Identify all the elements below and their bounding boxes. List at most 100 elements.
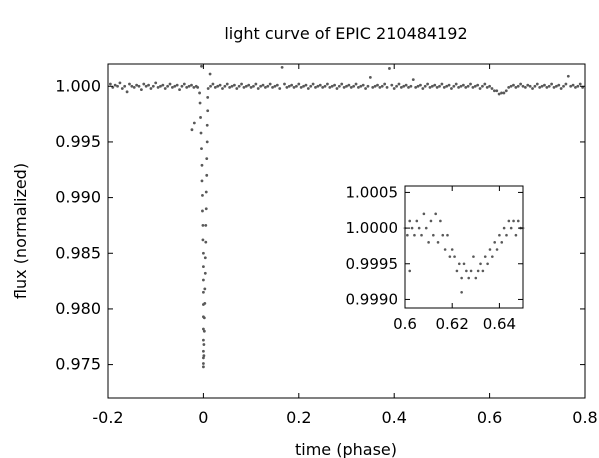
data-point <box>459 84 463 88</box>
data-point <box>421 87 425 90</box>
data-point <box>404 83 408 87</box>
data-point <box>216 84 220 88</box>
data-point <box>519 82 523 86</box>
data-point <box>466 84 470 88</box>
data-point <box>203 271 207 275</box>
data-point <box>264 85 267 89</box>
inset-data-point <box>406 233 409 237</box>
inset-data-point <box>465 269 468 273</box>
data-point <box>337 84 341 88</box>
data-point <box>202 251 205 255</box>
data-point <box>454 82 458 86</box>
data-point <box>495 89 499 93</box>
y-tick-label: 0.975 <box>55 355 101 374</box>
data-point <box>149 87 153 90</box>
inset-data-point <box>495 248 499 251</box>
data-point <box>438 84 441 88</box>
data-point <box>233 83 236 87</box>
data-point <box>435 85 439 89</box>
data-point <box>142 82 146 86</box>
data-point <box>147 83 150 87</box>
data-point <box>352 84 356 88</box>
data-point <box>531 87 534 90</box>
data-point <box>271 85 274 89</box>
data-point <box>471 85 475 89</box>
y-tick-label: 0.990 <box>55 188 101 207</box>
data-point <box>213 85 217 89</box>
data-point <box>314 85 317 89</box>
data-point <box>125 90 129 94</box>
data-point <box>485 85 489 89</box>
data-point <box>206 96 210 99</box>
data-point <box>199 116 202 119</box>
data-point <box>290 83 294 87</box>
inset-data-point <box>460 291 463 294</box>
inset-y-tick-label: 0.9990 <box>346 290 399 308</box>
inset-data-point <box>502 226 506 230</box>
data-point <box>275 83 279 87</box>
data-point <box>335 87 339 90</box>
data-point <box>108 82 112 86</box>
data-point <box>144 84 148 88</box>
data-point <box>166 84 170 88</box>
inset-y-tick-label: 1.0000 <box>346 219 399 237</box>
data-point <box>201 238 205 242</box>
data-point <box>574 85 577 89</box>
inset-data-point <box>516 219 520 223</box>
inset-data-point <box>500 241 504 244</box>
data-point <box>254 82 258 86</box>
data-point <box>461 83 465 87</box>
inset-data-point <box>505 233 508 237</box>
inset-data-point <box>424 226 428 230</box>
data-point <box>509 84 513 88</box>
data-point <box>198 101 202 105</box>
data-point <box>202 278 205 282</box>
inset-data-point <box>450 248 454 251</box>
inset-x-tick-label: 0.62 <box>435 315 468 333</box>
inset-data-point <box>472 255 475 258</box>
inset-data-point <box>455 269 459 273</box>
data-point <box>209 84 212 88</box>
inset-frame <box>404 185 524 309</box>
data-point <box>514 85 518 89</box>
data-point <box>347 83 351 87</box>
data-point <box>316 84 320 88</box>
data-point <box>383 82 387 86</box>
data-point <box>490 87 494 90</box>
data-point <box>268 82 272 86</box>
data-point <box>163 87 167 90</box>
inset-data-point <box>413 233 416 237</box>
data-point <box>364 87 367 90</box>
data-point <box>297 82 301 86</box>
y-tick-label: 0.980 <box>55 299 101 318</box>
data-point <box>299 85 303 89</box>
data-point <box>388 67 391 70</box>
data-point <box>287 84 291 88</box>
data-point <box>292 85 296 89</box>
inset-data-point <box>479 262 482 266</box>
y-axis-label: flux (normalized) <box>11 163 30 299</box>
data-point <box>512 83 515 87</box>
data-point <box>202 356 205 360</box>
inset-data-point <box>467 276 471 280</box>
data-point <box>228 85 232 89</box>
data-point <box>302 84 305 88</box>
data-point <box>199 131 203 135</box>
data-point <box>196 85 200 89</box>
x-tick-label: 0.4 <box>381 408 406 427</box>
inset-data-point <box>448 255 452 258</box>
inset-data-point <box>474 276 478 280</box>
data-point <box>497 92 501 96</box>
data-point <box>116 84 119 88</box>
data-point <box>540 84 544 88</box>
inset-data-point <box>410 226 414 230</box>
data-point <box>516 84 520 88</box>
data-point <box>433 83 437 87</box>
data-point <box>120 87 124 90</box>
data-point <box>201 224 205 227</box>
data-point <box>502 91 506 95</box>
data-point <box>528 84 532 88</box>
inset-data-point <box>408 269 412 273</box>
inset-data-point <box>507 219 511 223</box>
